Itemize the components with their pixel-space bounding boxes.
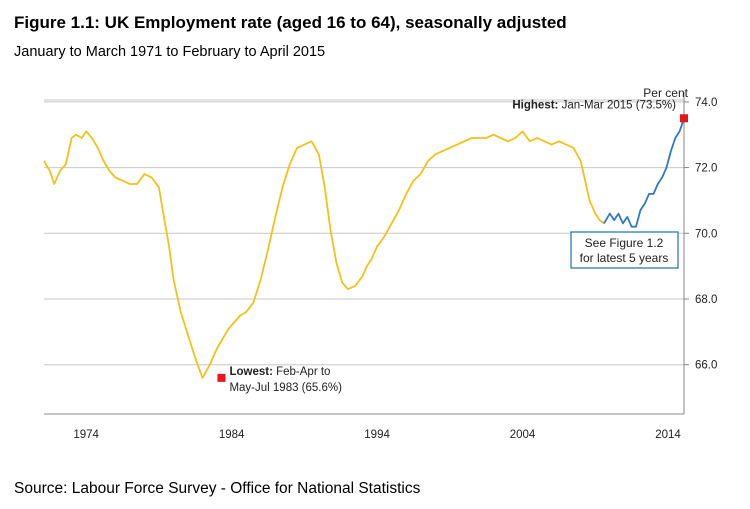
lowest-annotation-line2: May-Jul 1983 (65.6%) xyxy=(229,382,342,394)
highest-annotation-text: Jan-Mar 2015 (73.5%) xyxy=(558,99,676,111)
callout-line2: for latest 5 years xyxy=(580,251,669,265)
series-layer xyxy=(43,118,685,379)
x-tick-label: 1974 xyxy=(73,429,99,441)
callout-line1: See Figure 1.2 xyxy=(585,236,664,250)
x-tick-marks: 1974 1984 1994 2004 2014 xyxy=(73,429,681,441)
lowest-annotation-line1: Lowest: Feb-Apr to xyxy=(229,366,330,378)
callout-box xyxy=(570,231,679,269)
y-tick-label: 74.0 xyxy=(695,97,717,109)
markers xyxy=(217,114,688,382)
series-line-latest xyxy=(603,118,685,228)
y-tick-label: 72.0 xyxy=(695,163,717,175)
y-tick-marks: 66.0 68.0 70.0 72.0 74.0 xyxy=(684,97,717,372)
lowest-annotation-bold: Lowest: xyxy=(229,366,272,378)
y-axis-label: Per cent xyxy=(643,86,688,100)
chart-canvas: 66.0 68.0 70.0 72.0 74.0 1974 1984 1994 2004 201… xyxy=(43,86,717,441)
chart-title: Figure 1.1: UK Employment rate (aged 16 … xyxy=(14,13,567,32)
highest-marker xyxy=(680,114,688,123)
highest-annotation-bold: Highest: xyxy=(512,99,558,111)
lowest-marker xyxy=(217,373,226,382)
y-tick-label: 66.0 xyxy=(695,360,717,372)
x-tick-label: 1994 xyxy=(364,429,390,441)
labels: Per cent Highest: Jan-Mar 2015 (73.5%) L… xyxy=(229,86,688,394)
series-line-historic xyxy=(43,130,605,379)
y-tick-label: 70.0 xyxy=(695,228,717,240)
highest-annotation: Highest: Jan-Mar 2015 (73.5%) xyxy=(512,99,676,111)
x-tick-label: 1984 xyxy=(219,429,245,441)
x-tick-label: 2004 xyxy=(510,429,536,441)
source-note: Source: Labour Force Survey - Office for… xyxy=(14,480,421,497)
chart-subtitle: January to March 1971 to February to Apr… xyxy=(14,44,326,60)
x-tick-label: 2014 xyxy=(655,429,681,441)
lowest-annotation-text1: Feb-Apr to xyxy=(273,366,331,378)
y-tick-label: 68.0 xyxy=(695,294,717,306)
